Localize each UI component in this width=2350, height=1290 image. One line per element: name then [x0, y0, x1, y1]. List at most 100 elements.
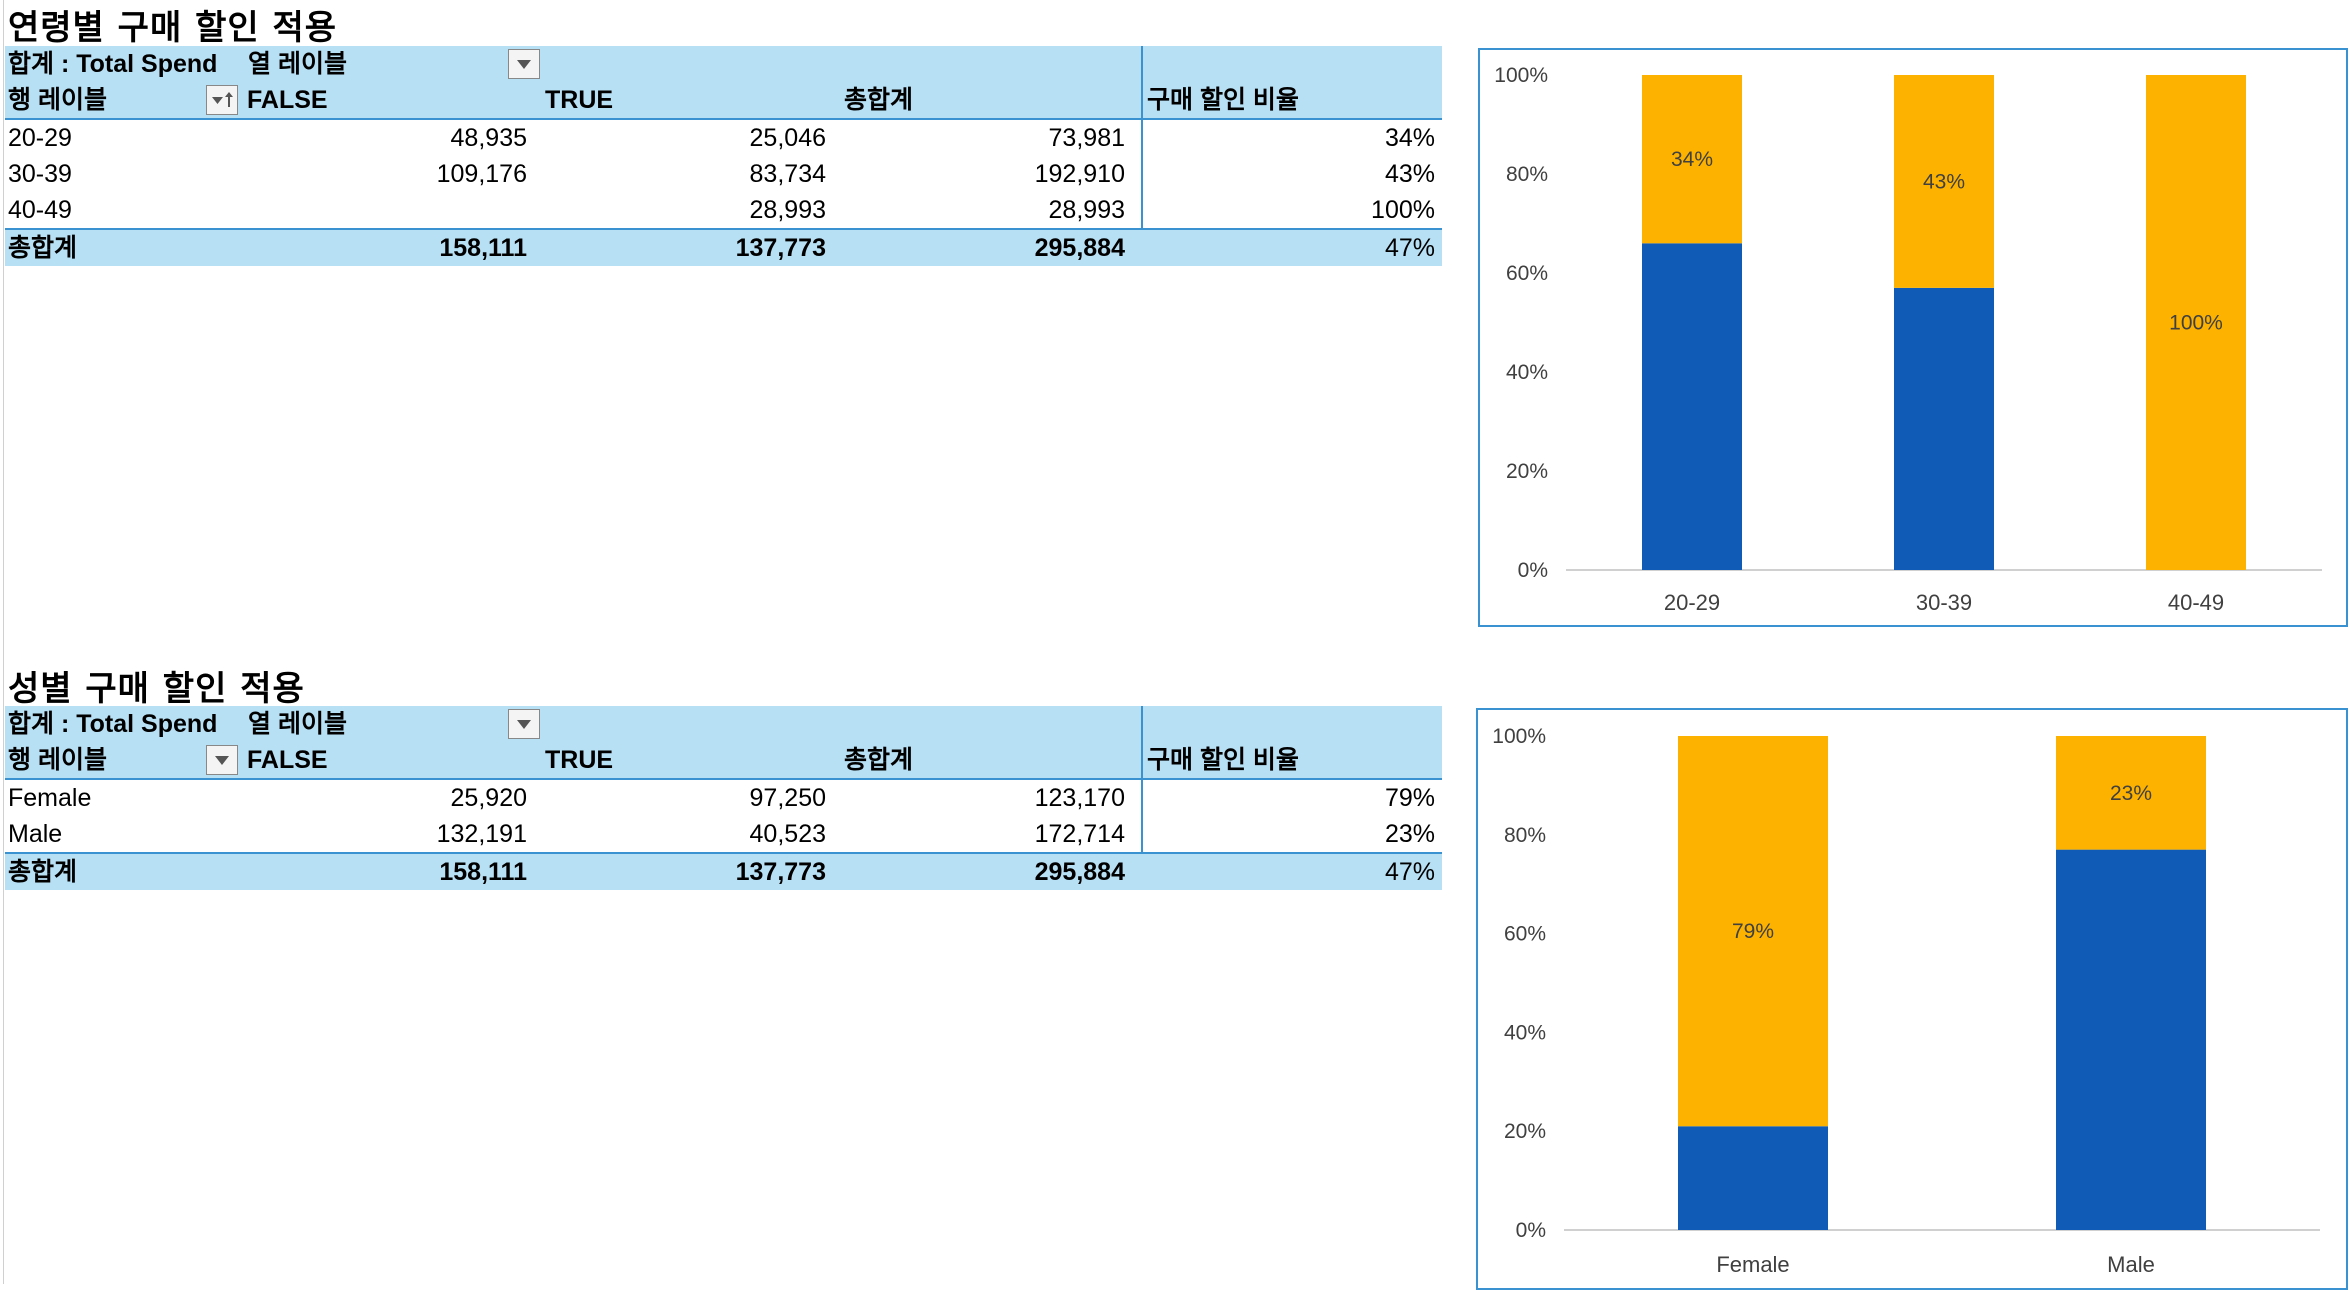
- cell-false: 158,111: [439, 234, 527, 262]
- y-tick-label: 60%: [1506, 262, 1548, 285]
- cell-false: 109,176: [436, 160, 527, 188]
- gender-discount-chart[interactable]: 0% 20% 40% 60% 80% 100% 79% Female 23% Male: [1476, 708, 2348, 1290]
- chart-plot: 0% 20% 40% 60% 80% 100% 79% Female 23% Male: [1492, 725, 2320, 1277]
- bar-segment: [1894, 287, 1994, 570]
- row-label: 총합계: [8, 858, 78, 886]
- y-tick-label: 100%: [1494, 64, 1548, 87]
- cell-true: 137,773: [735, 234, 826, 262]
- column-filter-dropdown[interactable]: [508, 49, 540, 79]
- x-tick-label: Male: [2107, 1252, 2155, 1277]
- column-separator: [1141, 780, 1143, 890]
- data-label: 43%: [1923, 170, 1965, 193]
- grand-total-row[interactable]: 총합계 158,111 137,773 295,884 47%: [5, 228, 1442, 266]
- cell-true: 97,250: [749, 784, 826, 812]
- row-label: 20-29: [8, 124, 72, 152]
- cell-ratio: 47%: [1384, 234, 1435, 262]
- row-label: 총합계: [8, 234, 78, 262]
- data-label: 34%: [1671, 148, 1713, 171]
- cell-total: 123,170: [1034, 784, 1125, 812]
- cell-true: 40,523: [749, 820, 826, 848]
- cell-true: 83,734: [749, 160, 826, 188]
- y-tick-label: 60%: [1504, 923, 1546, 946]
- header-row-1: 합계 : Total Spend 열 레이블: [5, 46, 1442, 82]
- cell-true: 28,993: [749, 196, 826, 224]
- age-pivot-table: 합계 : Total Spend 열 레이블 행 레이블 FALSE TRUE …: [5, 46, 1442, 266]
- x-tick-label: 30-39: [1916, 590, 1972, 615]
- cell-ratio: 47%: [1384, 858, 1435, 886]
- column-filter-dropdown[interactable]: [508, 709, 540, 739]
- cell-false: 25,920: [450, 784, 527, 812]
- row-label: 40-49: [8, 196, 72, 224]
- cell-ratio: 79%: [1384, 784, 1435, 812]
- col-header-discount-ratio: 구매 할인 비율: [1147, 86, 1299, 114]
- header-row-2: 행 레이블 FALSE TRUE 총합계 구매 할인 비율: [5, 742, 1442, 780]
- table-row[interactable]: 20-29 48,935 25,046 73,981 34%: [5, 120, 1442, 156]
- bar-segment: [2146, 75, 2246, 570]
- chart-plot: 0% 20% 40% 60% 80% 100% 34% 20-29 43% 30-39 100% 40…: [1494, 64, 2322, 615]
- row-label: Male: [8, 820, 63, 848]
- cell-ratio: 43%: [1384, 160, 1435, 188]
- row-labels-header: 행 레이블: [8, 746, 107, 774]
- cell-total: 192,910: [1034, 160, 1125, 188]
- bar-segment: [2056, 736, 2206, 850]
- x-tick-label: Female: [1716, 1252, 1789, 1277]
- y-tick-label: 40%: [1506, 361, 1548, 384]
- cell-false: 158,111: [439, 858, 527, 886]
- column-labels-header: 열 레이블: [248, 50, 347, 78]
- cell-false: 48,935: [450, 124, 527, 152]
- column-separator: [1141, 46, 1143, 120]
- column-labels-header: 열 레이블: [248, 710, 347, 738]
- cell-false: [245, 192, 527, 228]
- value-field-label: 합계 : Total Spend: [8, 50, 218, 78]
- cell-total: 28,993: [1048, 196, 1125, 224]
- table-row[interactable]: Female 25,920 97,250 123,170 79%: [5, 780, 1442, 816]
- table-row[interactable]: Male 132,191 40,523 172,714 23%: [5, 816, 1442, 852]
- table-row[interactable]: 30-39 109,176 83,734 192,910 43%: [5, 156, 1442, 192]
- cell-false: 132,191: [436, 820, 527, 848]
- col-header-grand-total: 총합계: [844, 86, 914, 114]
- pivot-body: 20-29 48,935 25,046 73,981 34% 30-39 109…: [5, 120, 1442, 266]
- bar-segment: [2056, 849, 2206, 1230]
- cell-ratio: 23%: [1384, 820, 1435, 848]
- table-row[interactable]: 40-49 28,993 28,993 100%: [5, 192, 1442, 228]
- grand-total-row[interactable]: 총합계 158,111 137,773 295,884 47%: [5, 852, 1442, 890]
- gender-pivot-table: 합계 : Total Spend 열 레이블 행 레이블 FALSE TRUE …: [5, 706, 1442, 890]
- chevron-down-icon: [215, 756, 229, 765]
- bar-segment: [1678, 1126, 1828, 1230]
- row-filter-dropdown[interactable]: [206, 745, 238, 775]
- column-separator: [1141, 706, 1143, 780]
- y-tick-label: 0%: [1518, 559, 1548, 582]
- gender-section-title: 성별 구매 할인 적용: [8, 669, 305, 709]
- row-labels-header: 행 레이블: [8, 86, 107, 114]
- data-label: 23%: [2110, 782, 2152, 805]
- age-discount-chart[interactable]: 0% 20% 40% 60% 80% 100% 34% 20-29 43% 30-39 100% 40…: [1478, 48, 2348, 627]
- chevron-down-icon: [517, 60, 531, 69]
- cell-ratio: 100%: [1371, 196, 1435, 224]
- col-header-false: FALSE: [247, 86, 328, 114]
- sort-ascending-filter-icon: [212, 92, 233, 107]
- cell-true: 137,773: [735, 858, 826, 886]
- bar-segment: [1894, 75, 1994, 288]
- row-label: Female: [8, 784, 92, 812]
- col-header-true: TRUE: [545, 746, 614, 774]
- y-tick-label: 20%: [1504, 1120, 1546, 1143]
- pivot-body: Female 25,920 97,250 123,170 79% Male 13…: [5, 780, 1442, 890]
- cell-total: 295,884: [1034, 858, 1125, 886]
- x-tick-label: 40-49: [2168, 590, 2224, 615]
- col-header-discount-ratio: 구매 할인 비율: [1147, 746, 1299, 774]
- bar-segment: [1678, 736, 1828, 1127]
- header-row-1: 합계 : Total Spend 열 레이블: [5, 706, 1442, 742]
- y-tick-label: 80%: [1506, 163, 1548, 186]
- pivot-header: 합계 : Total Spend 열 레이블 행 레이블 FALSE TRUE …: [5, 46, 1442, 120]
- col-header-false: FALSE: [247, 746, 328, 774]
- y-tick-label: 100%: [1492, 725, 1546, 748]
- cell-total: 172,714: [1034, 820, 1125, 848]
- col-header-grand-total: 총합계: [844, 746, 914, 774]
- cell-ratio: 34%: [1384, 124, 1435, 152]
- row-label: 30-39: [8, 160, 72, 188]
- x-tick-label: 20-29: [1664, 590, 1720, 615]
- y-tick-label: 80%: [1504, 824, 1546, 847]
- cell-total: 73,981: [1048, 124, 1125, 152]
- pivot-header: 합계 : Total Spend 열 레이블 행 레이블 FALSE TRUE …: [5, 706, 1442, 780]
- row-sort-filter-dropdown[interactable]: [206, 85, 238, 115]
